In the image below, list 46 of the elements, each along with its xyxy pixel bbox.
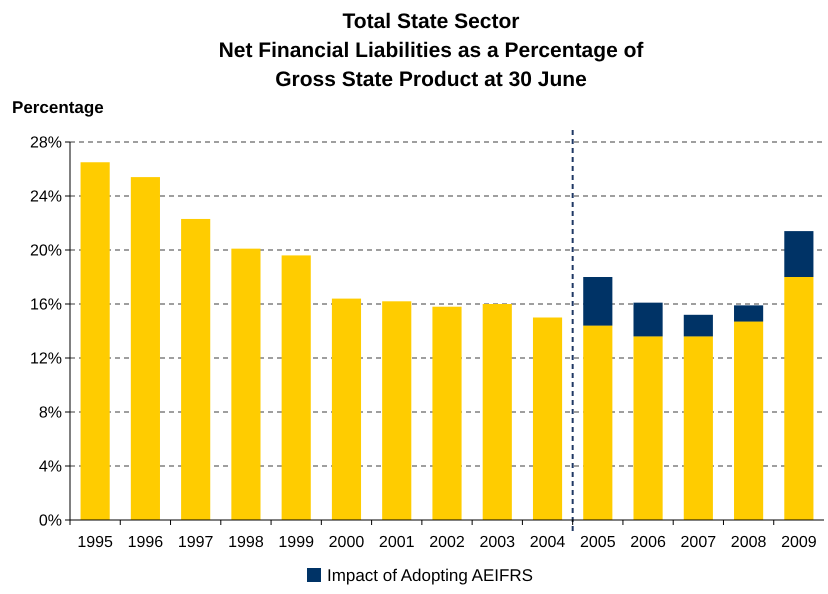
bar [432, 306, 462, 520]
y-tick-label: 16% [30, 296, 62, 314]
bar [784, 277, 814, 520]
y-tick-label: 0% [38, 512, 62, 530]
bar [231, 248, 261, 520]
bar [784, 231, 814, 277]
x-tick-label: 1999 [278, 534, 314, 551]
x-tick-label: 2003 [479, 534, 516, 551]
x-tick-label: 2008 [730, 534, 766, 551]
bar [633, 302, 663, 336]
bar [684, 314, 713, 336]
x-tick-label: 1997 [178, 534, 214, 551]
x-tick-label: 2006 [630, 534, 666, 551]
bar [583, 326, 612, 520]
y-tick-label: 12% [30, 350, 62, 368]
bar [482, 304, 512, 520]
bar [382, 301, 412, 520]
x-tick-label: 1995 [77, 534, 114, 551]
bar [181, 218, 210, 520]
bar [734, 322, 764, 520]
x-tick-label: 2009 [781, 534, 817, 551]
bar [532, 318, 562, 520]
bar [583, 277, 612, 326]
bar [130, 177, 160, 520]
bar [734, 305, 764, 322]
x-tick-label: 2002 [429, 534, 465, 551]
x-tick-label: 1998 [228, 534, 264, 551]
y-tick-label: 24% [30, 188, 62, 206]
y-axis-title: Percentage [12, 98, 104, 117]
legend-label: Impact of Adopting AEIFRS [327, 566, 534, 585]
x-tick-label: 2005 [580, 534, 616, 551]
x-tick-label: 2007 [680, 534, 716, 551]
y-tick-label: 4% [38, 458, 62, 476]
y-tick-label: 20% [30, 242, 62, 260]
bar [633, 336, 663, 520]
x-tick-label: 1996 [128, 534, 164, 551]
bar [684, 336, 713, 520]
bar [332, 298, 362, 520]
x-tick-label: 2004 [530, 534, 566, 551]
x-tick-label: 2001 [378, 534, 415, 551]
y-tick-label: 28% [30, 134, 62, 152]
chart-title: Total State Sector Net Financial Liabilities as a Percentage of Gross State Product at 30 June [218, 10, 644, 91]
bar [80, 162, 110, 520]
y-tick-label: 8% [38, 404, 62, 422]
x-tick-label: 2000 [328, 534, 364, 551]
bar [282, 255, 311, 520]
